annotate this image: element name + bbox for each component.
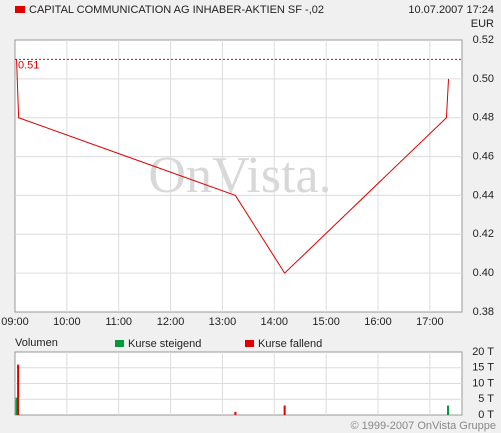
chart-title: CAPITAL COMMUNICATION AG INHABER-AKTIEN … (29, 4, 324, 16)
x-tick-label: 13:00 (209, 316, 237, 328)
x-tick-label: 15:00 (312, 316, 340, 328)
legend-swatch (245, 340, 254, 347)
y-tick-label: 5 T (478, 393, 494, 405)
y-tick-label: 0.44 (473, 189, 494, 201)
y-tick-label: 15 T (472, 362, 494, 374)
x-tick-label: 11:00 (105, 316, 132, 328)
x-tick-label: 09:00 (1, 316, 29, 328)
volume-bar (234, 411, 237, 415)
reference-label: 0.51 (18, 59, 39, 71)
footer: © 1999-2007 OnVista Gruppe (351, 420, 497, 432)
y-tick-label: 0.40 (473, 267, 494, 279)
y-tick-label: 10 T (472, 377, 494, 389)
legend-label: Kurse steigend (128, 338, 201, 350)
x-tick-label: 17:00 (416, 316, 444, 328)
volume-bar (15, 397, 18, 415)
x-tick-label: 16:00 (364, 316, 392, 328)
y-tick-label: 0.42 (473, 228, 494, 240)
price-line (16, 59, 450, 274)
y-tick-label: 20 T (472, 346, 494, 358)
legend-swatch (15, 6, 25, 13)
currency: EUR (471, 18, 494, 30)
y-tick-label: 0.46 (473, 150, 494, 162)
x-tick-label: 14:00 (261, 316, 289, 328)
volume-bar (17, 364, 20, 415)
y-tick-label: 0.52 (473, 34, 494, 46)
x-tick-label: 12:00 (157, 316, 185, 328)
volume-bar (446, 405, 449, 415)
y-tick-label: 0.50 (473, 73, 494, 85)
date: 10.07.2007 17:24 (408, 4, 494, 16)
y-tick-label: 0.38 (473, 306, 494, 318)
y-tick-label: 0 T (478, 409, 494, 421)
volume-title: Volumen (15, 337, 58, 349)
y-tick-label: 0.48 (473, 112, 494, 124)
legend-swatch (115, 340, 124, 347)
price-plot-area (14, 39, 463, 313)
x-tick-label: 10:00 (53, 316, 81, 328)
volume-bar (283, 405, 286, 415)
legend-label: Kurse fallend (258, 338, 322, 350)
